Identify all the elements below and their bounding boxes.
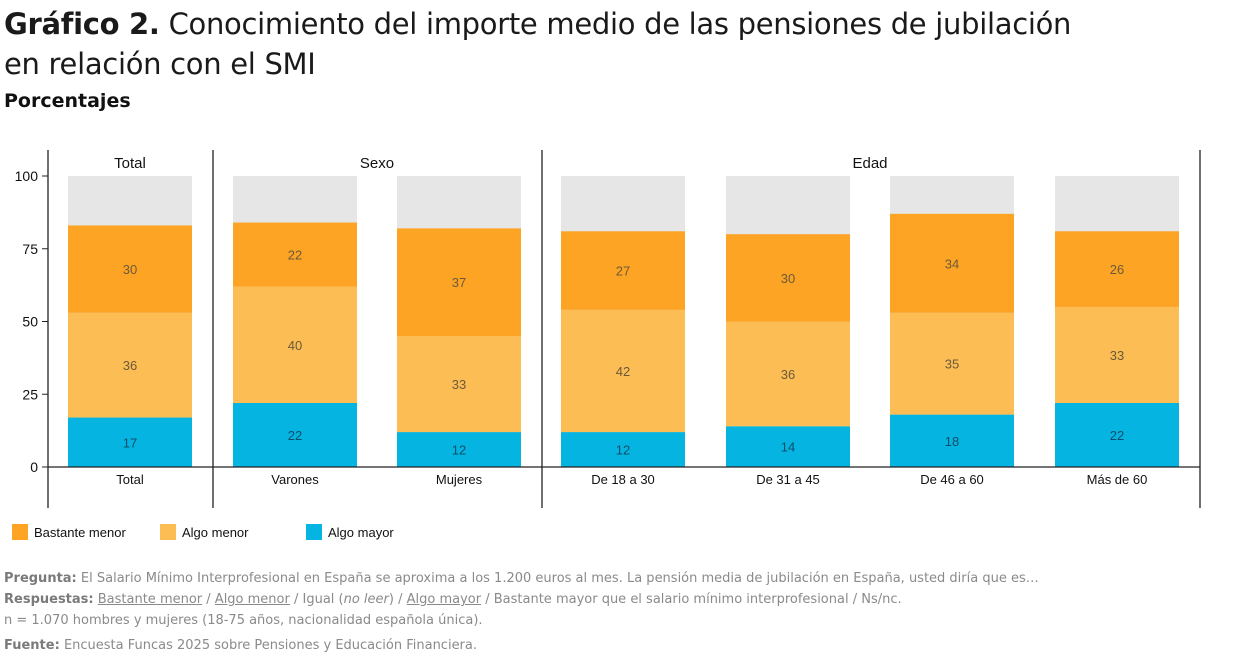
bar-segment [726,234,850,322]
chart-subtitle: Porcentajes [4,90,131,112]
bar-segment [233,402,357,467]
bar-segment [890,213,1014,313]
source-note: Fuente: Encuesta Funcas 2025 sobre Pensi… [4,635,1244,656]
legend-label: Algo menor [182,525,249,540]
stacked-bar-chart: 0 25 50 75 100 17 36 30 Total 22 40 22 Varones 12 33 37… [12,150,1201,540]
legend-label: Bastante menor [34,525,126,540]
x-tick-label: De 18 a 30 [591,472,655,487]
y-tick-label: 0 [30,459,38,475]
bar-segment [561,432,685,467]
bar-segment [397,336,521,433]
bar-segment [397,432,521,467]
chart-title: Gráfico 2. Conocimiento del importe medi… [4,4,1244,84]
legend-label: Algo mayor [328,525,394,540]
data-label: 30 [781,271,795,286]
group-header: Sexo [360,155,394,172]
data-label: 14 [781,440,795,455]
answer-igual-post: ) [388,592,394,607]
bar-segment [1055,231,1179,307]
bar-segment [68,417,192,467]
bar-segment [233,222,357,287]
y-tick-label: 100 [15,168,39,184]
answer-separator: / [481,592,494,607]
data-label: 40 [288,338,302,353]
y-tick-label: 25 [22,386,38,402]
data-label: 17 [123,435,137,450]
legend-swatch [306,524,322,540]
x-tick-label: Total [116,472,144,487]
bar-segment [561,309,685,433]
answer-rest: Bastante mayor que el salario mínimo int… [493,592,902,607]
legend-swatch [160,524,176,540]
x-tick-label: De 31 a 45 [756,472,820,487]
question-note: Pregunta: El Salario Mínimo Interprofesi… [4,568,1244,589]
bar-segment [68,312,192,418]
answers-note: Respuestas: Bastante menor / Algo menor … [4,589,1244,610]
bar-segment [561,231,685,310]
bar-segment [890,414,1014,467]
answer-separator: / [202,592,215,607]
data-label: 22 [288,248,302,263]
group-header: Edad [852,155,887,172]
answer-separator: / [289,592,303,607]
answer-separator: / [393,592,407,607]
title-block: Gráfico 2. Conocimiento del importe medi… [4,4,1244,112]
bar-segment [68,225,192,313]
bar-segment [726,321,850,427]
data-label: 36 [781,367,795,382]
data-label: 35 [945,357,959,372]
group-header: Total [114,155,146,172]
question-label: Pregunta: [4,571,77,586]
x-tick-label: Varones [271,472,319,487]
legend-swatch [12,524,28,540]
data-label: 30 [123,262,137,277]
y-tick-label: 50 [22,314,38,330]
chart-footer: Pregunta: El Salario Mínimo Interprofesi… [4,568,1244,656]
data-label: 34 [945,256,959,271]
chart-title-line-1: Conocimiento del importe medio de las pe… [168,7,1072,41]
answers-label: Respuestas: [4,592,94,607]
data-label: 22 [1110,428,1124,443]
bar-segment [1055,402,1179,467]
answer-igual-italic: no leer [343,592,389,607]
data-label: 42 [616,364,630,379]
data-label: 33 [452,377,466,392]
x-tick-label: De 46 a 60 [920,472,984,487]
y-tick-label: 75 [22,241,38,257]
bar-segment [726,426,850,467]
data-label: 33 [1110,348,1124,363]
bar-segment [397,228,521,337]
x-tick-label: Mujeres [436,472,483,487]
chart-title-line-2: en relación con el SMI [4,47,316,81]
data-label: 12 [452,443,466,458]
answer-algo-mayor: Algo mayor [406,592,482,607]
data-label: 18 [945,434,959,449]
data-label: 12 [616,443,630,458]
x-tick-label: Más de 60 [1087,472,1148,487]
answer-bastante-menor: Bastante menor [97,592,203,607]
data-label: 22 [288,428,302,443]
bar-segment [1055,306,1179,403]
bar-segment [233,286,357,403]
answer-igual-pre: Igual ( [302,592,344,607]
bar-segment [890,312,1014,415]
data-label: 36 [123,358,137,373]
question-text: El Salario Mínimo Interprofesional en Es… [80,571,1039,586]
data-label: 27 [616,264,630,279]
sample-note: n = 1.070 hombres y mujeres (18-75 años,… [4,613,483,628]
answer-algo-menor: Algo menor [214,592,290,607]
data-label: 37 [452,275,466,290]
data-label: 26 [1110,262,1124,277]
source-text: Encuesta Funcas 2025 sobre Pensiones y E… [63,638,478,653]
chart-number-label: Gráfico 2. [4,7,160,41]
source-label: Fuente: [4,638,60,653]
